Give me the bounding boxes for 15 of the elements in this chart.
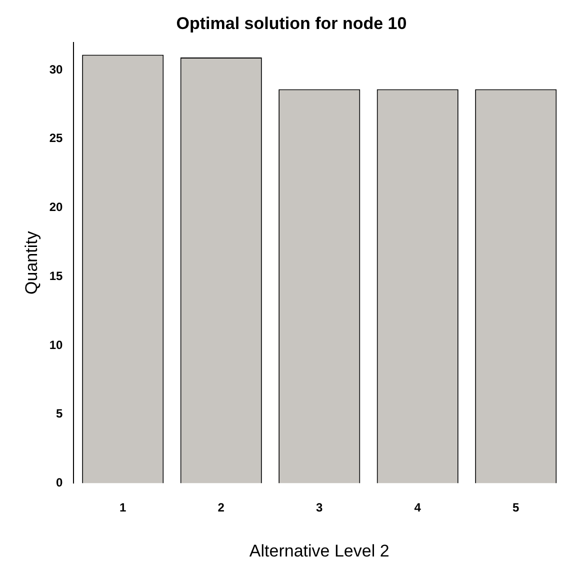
- x-tick-label: 4: [414, 500, 422, 515]
- x-tick-label: 1: [120, 500, 127, 515]
- x-axis-title: Alternative Level 2: [249, 541, 390, 560]
- x-tick-label: 5: [512, 500, 520, 515]
- y-axis-title: Quantity: [22, 230, 41, 294]
- y-tick-label: 25: [49, 131, 64, 146]
- chart-title: Optimal solution for node 10: [176, 14, 407, 33]
- x-tick-label: 3: [316, 500, 324, 515]
- x-tick-label: 2: [218, 500, 225, 515]
- y-tick-label: 15: [49, 268, 64, 283]
- y-tick-label: 30: [49, 62, 64, 76]
- y-tick-label: 10: [49, 338, 64, 352]
- y-tick-label: 5: [56, 406, 64, 421]
- y-tick-label: 0: [56, 476, 64, 490]
- y-tick-label: 20: [49, 200, 64, 214]
